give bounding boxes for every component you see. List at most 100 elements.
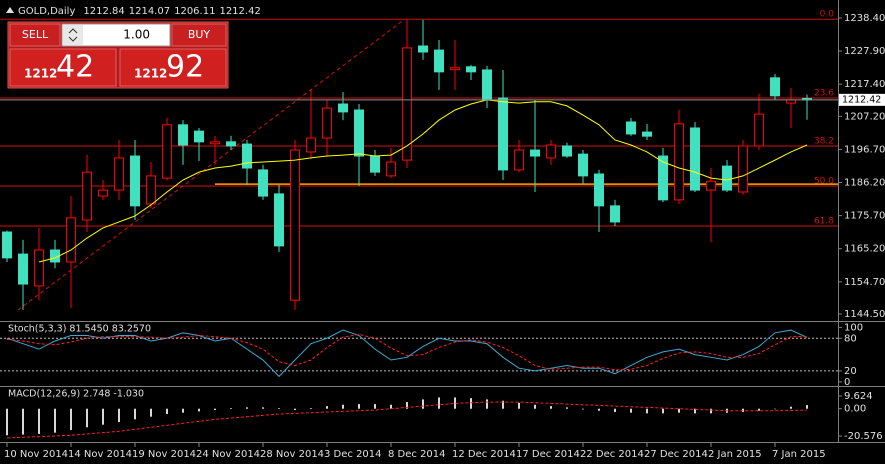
bid-box[interactable] bbox=[9, 48, 117, 87]
x-tick-label: 7 Jan 2015 bbox=[772, 449, 826, 460]
histogram-bar bbox=[550, 406, 552, 409]
candle-body bbox=[242, 143, 252, 169]
candle-body bbox=[322, 107, 332, 139]
histogram-bar bbox=[22, 408, 24, 435]
y-tick-label: 1227.90 bbox=[844, 46, 885, 57]
symbol: GOLD,Daily bbox=[18, 6, 75, 17]
candle-body bbox=[306, 137, 316, 153]
candle-body bbox=[610, 205, 620, 223]
y-tick-label: 1144.50 bbox=[844, 309, 885, 320]
candle-body bbox=[562, 145, 572, 157]
buy-label[interactable]: BUY bbox=[188, 28, 211, 41]
candle-body bbox=[178, 124, 188, 146]
x-tick-label: 12 Dec 2014 bbox=[452, 449, 516, 460]
fib-label: 0.0 bbox=[820, 10, 835, 20]
candle-body bbox=[402, 47, 412, 161]
histogram-bar bbox=[662, 408, 664, 414]
candle-body bbox=[706, 180, 716, 191]
candle-body bbox=[786, 99, 796, 104]
x-tick-label: 8 Dec 2014 bbox=[388, 449, 446, 460]
y-tick-label: 80 bbox=[844, 333, 857, 344]
sell-label[interactable]: SELL bbox=[22, 28, 49, 41]
histogram-bar bbox=[470, 398, 472, 409]
histogram-bar bbox=[710, 408, 712, 414]
indicator-line bbox=[6, 333, 808, 371]
one-click-trading: SELL 1.00 BUY 1212 42 1212 92 bbox=[7, 21, 229, 89]
candle-body bbox=[418, 45, 428, 53]
candle-body bbox=[754, 113, 764, 147]
candle-body bbox=[146, 175, 156, 205]
indicator-title: MACD(12,26,9) 2.748 -1.030 bbox=[8, 389, 144, 400]
menu-arrow[interactable] bbox=[6, 7, 14, 13]
histogram-bar bbox=[422, 399, 424, 409]
histogram-bar bbox=[246, 407, 248, 409]
candle-body bbox=[450, 67, 460, 71]
candle-body bbox=[578, 153, 588, 177]
histogram-bar bbox=[374, 404, 376, 409]
histogram-bar bbox=[134, 408, 136, 420]
histogram-bar bbox=[790, 406, 792, 409]
candle-body bbox=[354, 109, 364, 157]
candle-body bbox=[162, 124, 172, 179]
histogram-bar bbox=[566, 407, 568, 409]
candle-body bbox=[2, 231, 12, 259]
bid-small[interactable]: 42 bbox=[56, 50, 94, 85]
price-box-label: 1212.42 bbox=[842, 94, 881, 105]
fib-label: 61.8 bbox=[814, 217, 834, 227]
histogram-bar bbox=[150, 408, 152, 417]
ask-small[interactable]: 92 bbox=[166, 50, 204, 85]
histogram-bar bbox=[758, 408, 760, 411]
candle-body bbox=[690, 127, 700, 191]
histogram-bar bbox=[486, 399, 488, 409]
close-value: 1212.42 bbox=[219, 6, 260, 17]
candle-body bbox=[498, 97, 508, 171]
indicator-line bbox=[6, 329, 808, 378]
candle-body bbox=[98, 189, 108, 197]
lot-value[interactable]: 1.00 bbox=[123, 28, 150, 42]
candle-body bbox=[626, 121, 636, 135]
candle-body bbox=[658, 155, 668, 201]
histogram-bar bbox=[646, 408, 648, 414]
fib-label: 50.0 bbox=[814, 176, 834, 186]
histogram-bar bbox=[694, 408, 696, 414]
y-tick-label: 9.624 bbox=[844, 391, 873, 402]
signal-line bbox=[6, 401, 808, 439]
candle-body bbox=[114, 157, 124, 191]
ask-box[interactable] bbox=[119, 48, 227, 87]
histogram-bar bbox=[454, 397, 456, 409]
histogram-bar bbox=[102, 408, 104, 425]
buy-button[interactable] bbox=[171, 23, 227, 47]
high-value: 1214.07 bbox=[129, 6, 170, 17]
candle-body bbox=[274, 193, 284, 247]
histogram-bar bbox=[406, 402, 408, 409]
y-tick-label: 0.00 bbox=[844, 404, 866, 415]
candle-body bbox=[338, 103, 348, 113]
candle-body bbox=[82, 171, 92, 221]
sell-button[interactable] bbox=[9, 23, 61, 47]
y-tick-label: 20 bbox=[844, 366, 857, 377]
y-tick-label: 1186.20 bbox=[844, 178, 885, 189]
histogram-bar bbox=[54, 408, 56, 433]
bid-big[interactable]: 1212 bbox=[24, 67, 57, 81]
lot-spinner[interactable] bbox=[63, 25, 83, 45]
histogram-bar bbox=[310, 408, 312, 409]
y-tick-label: 0 bbox=[844, 377, 850, 388]
candle-body bbox=[66, 217, 76, 263]
histogram-bar bbox=[294, 408, 296, 411]
lot-input[interactable] bbox=[61, 23, 171, 47]
histogram-bar bbox=[166, 408, 168, 415]
candle-body bbox=[546, 144, 556, 159]
x-tick-label: 10 Nov 2014 bbox=[4, 449, 68, 460]
y-tick-label: 1154.70 bbox=[844, 277, 885, 288]
histogram-bar bbox=[38, 408, 40, 434]
histogram-bar bbox=[70, 408, 72, 430]
histogram-bar bbox=[678, 408, 680, 413]
candle-body bbox=[434, 49, 444, 73]
histogram-bar bbox=[630, 408, 632, 413]
histogram-bar bbox=[518, 402, 520, 409]
ask-big[interactable]: 1212 bbox=[134, 67, 167, 81]
histogram-bar bbox=[6, 408, 8, 436]
histogram-bar bbox=[118, 408, 120, 423]
